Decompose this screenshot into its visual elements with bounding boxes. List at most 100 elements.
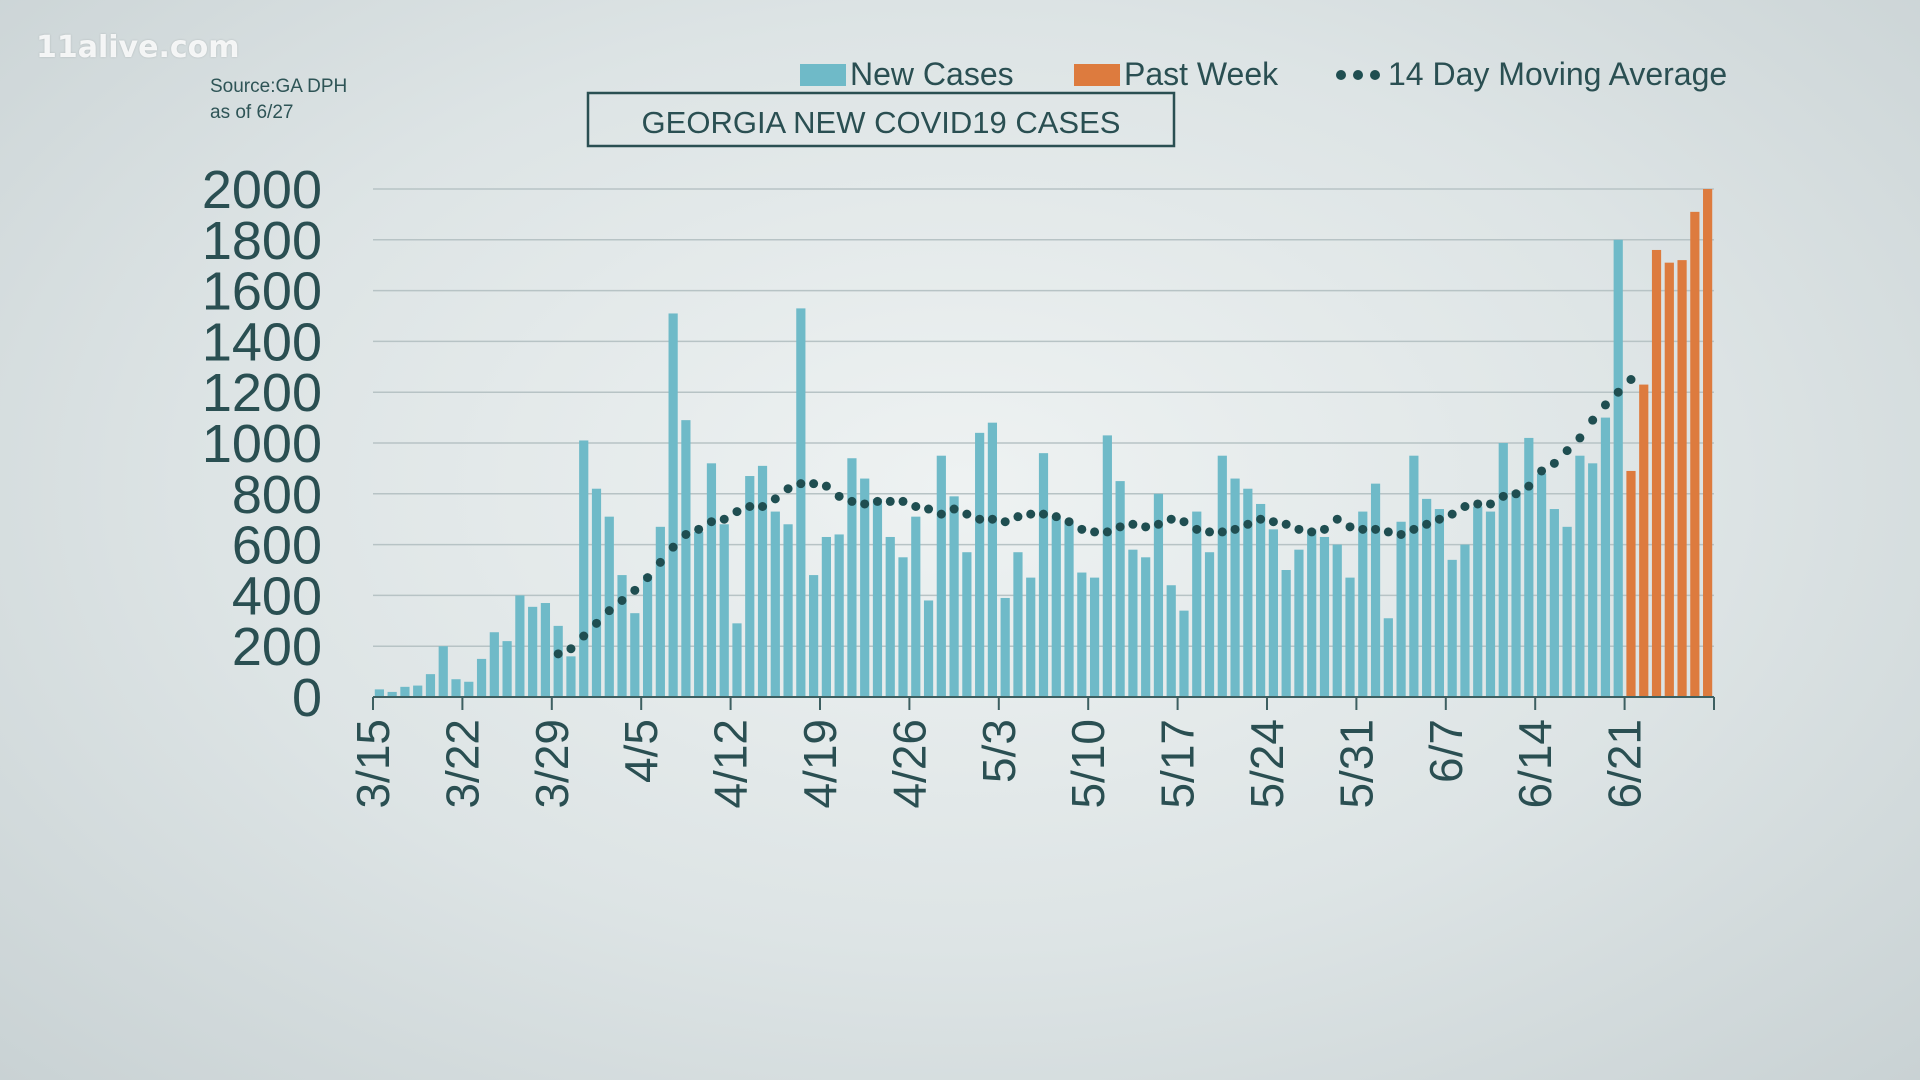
- moving-average-point: [719, 514, 729, 524]
- bar-new-cases: [528, 606, 538, 697]
- x-axis: 3/15 3/22 3/29 4/5 4/12 4/19 4/26 5/3 5/10 5/17 5/…: [347, 696, 1715, 809]
- x-tick-label: 6/7: [1420, 719, 1472, 783]
- bar-new-cases: [834, 534, 844, 697]
- y-tick-label: 1000: [202, 414, 322, 474]
- bar-new-cases: [1473, 506, 1483, 697]
- moving-average-point: [1000, 517, 1010, 527]
- bar-new-cases: [1422, 498, 1432, 697]
- moving-average-point: [758, 502, 768, 511]
- moving-average-point: [1537, 466, 1547, 476]
- legend-swatch-moving-average: [1370, 70, 1380, 80]
- moving-average-point: [770, 494, 780, 504]
- moving-average-point: [1613, 387, 1623, 397]
- moving-average-point: [1486, 499, 1495, 509]
- bar-new-cases: [502, 641, 512, 697]
- moving-average-point: [1600, 400, 1610, 410]
- bar-new-cases: [1256, 503, 1266, 697]
- moving-average-point: [924, 504, 934, 514]
- bar-new-cases: [1460, 544, 1470, 697]
- bar-new-cases: [1600, 417, 1611, 697]
- moving-average-point: [592, 618, 601, 628]
- y-tick-label: 2000: [202, 160, 322, 220]
- y-tick-label: 0: [292, 668, 322, 728]
- moving-average-point: [655, 557, 665, 567]
- bar-new-cases: [617, 575, 627, 697]
- moving-average-point: [553, 649, 563, 659]
- moving-average-point: [1026, 509, 1036, 519]
- moving-average-point: [783, 484, 793, 494]
- moving-average-point: [1128, 519, 1138, 529]
- moving-average-point: [1447, 509, 1457, 519]
- moving-average-point: [668, 542, 678, 552]
- bar-new-cases: [1217, 455, 1227, 697]
- legend-swatch-new-cases: [800, 64, 846, 86]
- moving-average-point: [1243, 519, 1253, 529]
- bar-past-week: [1703, 189, 1713, 697]
- chart-title: GEORGIA NEW COVID19 CASES: [642, 105, 1121, 140]
- bar-new-cases: [1000, 597, 1010, 697]
- moving-average-point: [898, 496, 908, 506]
- bar-new-cases: [1319, 536, 1330, 697]
- moving-average-point: [847, 496, 857, 506]
- bar-new-cases: [1192, 511, 1202, 697]
- moving-average-point: [1064, 517, 1074, 527]
- bar-new-cases: [1485, 511, 1496, 697]
- x-tick-label: 4/19: [794, 719, 846, 809]
- legend-label-new-cases: New Cases: [850, 56, 1014, 92]
- moving-average-point: [1013, 512, 1023, 522]
- bar-new-cases: [1166, 585, 1176, 697]
- bar-new-cases: [438, 646, 448, 697]
- moving-average-point: [1319, 524, 1329, 534]
- source-note: Source:GA DPH as of 6/27: [210, 74, 347, 126]
- bar-new-cases: [796, 308, 806, 697]
- bar-new-cases: [1536, 473, 1547, 697]
- x-tick-label: 4/26: [883, 719, 935, 809]
- moving-average-point: [796, 479, 806, 489]
- moving-average-point: [821, 481, 831, 491]
- bar-new-cases: [745, 476, 755, 697]
- bar-new-cases: [885, 536, 895, 697]
- bar-new-cases: [1115, 481, 1125, 697]
- source-line: Source:GA DPH: [210, 76, 348, 97]
- bar-new-cases: [847, 458, 857, 697]
- legend-swatch-past-week: [1074, 64, 1120, 86]
- bar-new-cases: [732, 623, 742, 697]
- y-tick-label: 1400: [202, 312, 322, 372]
- bar-new-cases: [515, 595, 525, 697]
- bar-new-cases: [1549, 509, 1559, 697]
- bar-new-cases: [1588, 463, 1598, 697]
- bar-new-cases: [655, 526, 665, 697]
- x-tick-label: 6/14: [1509, 719, 1561, 809]
- y-tick-label: 1800: [202, 211, 322, 271]
- moving-average-point: [1460, 502, 1470, 511]
- moving-average-point: [1473, 499, 1483, 509]
- moving-average-point: [1358, 524, 1368, 534]
- y-tick-label: 1600: [202, 262, 322, 322]
- moving-average-point: [1090, 527, 1100, 537]
- bar-new-cases: [591, 488, 602, 697]
- bar-past-week: [1664, 262, 1674, 697]
- moving-average-point: [1153, 519, 1163, 529]
- x-tick-label: 3/15: [347, 719, 399, 809]
- moving-average-point: [1588, 415, 1598, 425]
- moving-average-point: [1141, 522, 1151, 532]
- bar-new-cases: [1128, 549, 1138, 697]
- bar-new-cases: [936, 455, 946, 697]
- bar-new-cases: [1383, 618, 1393, 697]
- bar-new-cases: [1613, 239, 1623, 698]
- bar-new-cases: [1077, 572, 1087, 697]
- moving-average-point: [1511, 489, 1521, 499]
- moving-average-line: [553, 375, 1636, 659]
- bar-new-cases: [1026, 577, 1036, 697]
- moving-average-point: [1179, 517, 1189, 527]
- bar-new-cases: [464, 681, 474, 697]
- legend-label-past-week: Past Week: [1124, 56, 1279, 92]
- moving-average-point: [1626, 375, 1636, 384]
- bar-new-cases: [1013, 552, 1023, 697]
- x-tick-label: 5/17: [1152, 719, 1204, 809]
- bar-new-cases: [860, 478, 870, 697]
- bar-new-cases: [872, 498, 883, 697]
- bar-new-cases: [1370, 483, 1381, 697]
- bar-new-cases: [1409, 455, 1419, 697]
- moving-average-point: [1562, 446, 1572, 456]
